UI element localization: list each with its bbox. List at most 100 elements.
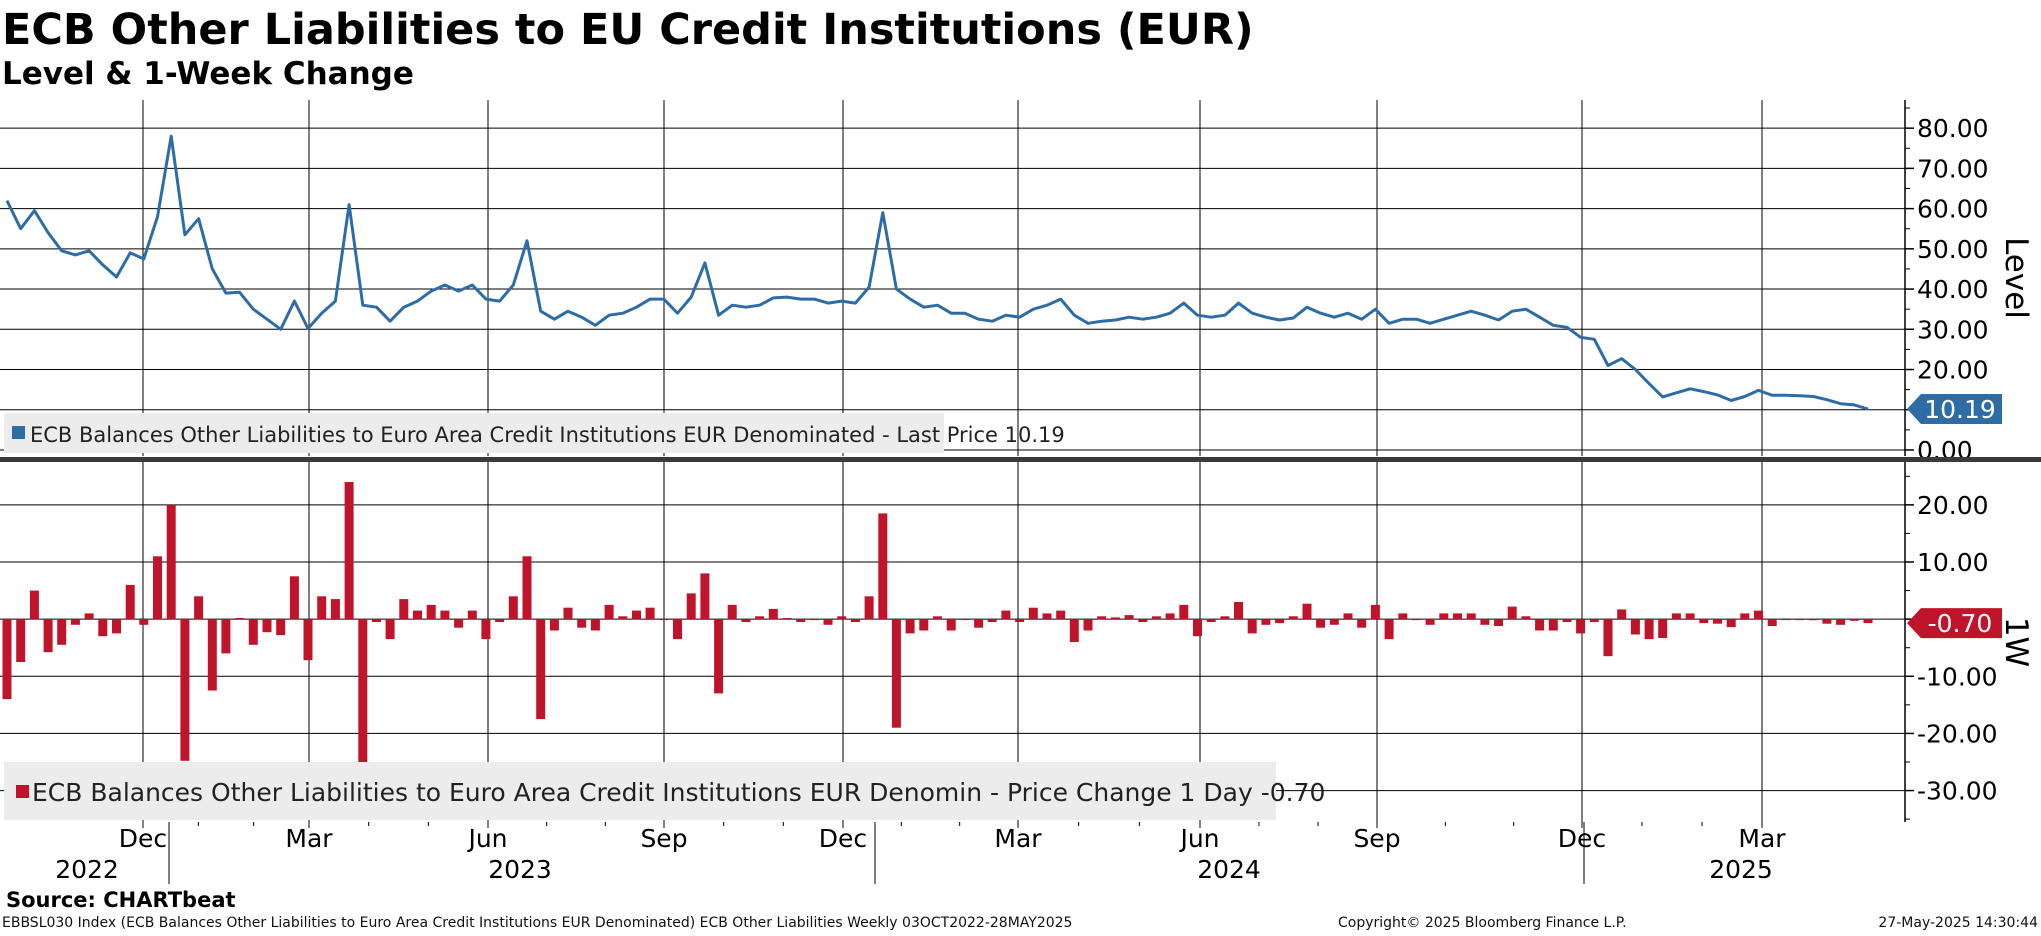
bar-change [1671, 613, 1681, 620]
bar-change [248, 619, 258, 645]
bar-change [714, 619, 724, 694]
bar-change [385, 619, 395, 640]
bar-change [1822, 619, 1832, 624]
bar-change [933, 616, 942, 620]
bar-change [1507, 606, 1517, 620]
bar-change [686, 593, 696, 620]
bar-change [700, 573, 710, 620]
bar-change [823, 619, 833, 625]
bar-change [1302, 603, 1312, 620]
y-tick-label-change: -30.00 [1917, 777, 1998, 806]
bar-change [1480, 619, 1490, 625]
chart-title: ECB Other Liabilities to EU Credit Insti… [2, 5, 1254, 55]
bar-change [1247, 619, 1257, 634]
bar-change [1083, 619, 1093, 631]
series-line-level [5, 134, 1869, 411]
bar-change [878, 513, 888, 620]
last-value-label-change: -0.70 [1928, 609, 1993, 638]
footer-timestamp: 27-May-2025 14:30:44 [1878, 915, 2038, 931]
panel-separator [0, 457, 2041, 462]
bar-change [153, 556, 162, 620]
bar-change [2, 619, 12, 700]
bar-change [1863, 619, 1873, 624]
bar-change [454, 619, 464, 628]
bar-change [1165, 613, 1175, 620]
bar-change [112, 619, 121, 634]
bar-change [1275, 619, 1285, 624]
legend-level-swatch [12, 426, 25, 439]
bar-change [536, 619, 546, 720]
bar-change [796, 619, 806, 622]
y-tick-label-change: -10.00 [1917, 662, 1998, 691]
bar-change [563, 607, 573, 620]
bar-change [864, 596, 874, 620]
bar-change [1562, 619, 1572, 622]
x-tick-label: Dec [119, 824, 167, 853]
bar-change [1548, 619, 1558, 631]
bar-change [577, 619, 587, 628]
x-tick-label: Sep [1353, 824, 1400, 853]
bar-change [974, 619, 984, 628]
x-tick-label: Mar [994, 824, 1042, 853]
chart-subtitle: Level & 1-Week Change [2, 56, 414, 92]
bar-change [809, 619, 819, 621]
y-tick-label-change: 10.00 [1917, 548, 1989, 577]
bar-change [330, 599, 340, 620]
bar-change [481, 619, 491, 640]
x-year-label: 2024 [1197, 855, 1261, 884]
bar-change [1357, 619, 1367, 628]
last-value-label-level: 10.19 [1924, 395, 1996, 424]
bar-change [1398, 613, 1408, 620]
x-year-label: 2023 [488, 855, 552, 884]
bar-change [1658, 619, 1668, 638]
bar-change [673, 619, 682, 640]
bar-change [1754, 610, 1763, 620]
bar-change [1110, 617, 1120, 620]
bar-change [1535, 619, 1545, 631]
bar-change [1603, 619, 1613, 657]
bar-change [1384, 619, 1394, 640]
bar-change [344, 482, 354, 620]
legend-level-box [4, 413, 944, 453]
x-year-label: 2025 [1709, 855, 1773, 884]
bar-change [495, 619, 505, 622]
bar-change [358, 619, 368, 762]
x-tick-label: Jun [1178, 824, 1219, 853]
y-tick-label-change: 20.00 [1917, 491, 1989, 520]
bar-change [1726, 619, 1736, 628]
bar-change [1685, 613, 1695, 620]
y-axis-title-level: Level [1998, 237, 2034, 319]
bar-change [194, 596, 204, 620]
bar-change [1028, 607, 1038, 620]
bar-change [139, 619, 149, 625]
bar-change [440, 610, 450, 620]
legend-change-label: ECB Balances Other Liabilities to Euro A… [32, 778, 1325, 807]
bar-change [549, 619, 559, 631]
bar-change [207, 619, 217, 691]
bar-change [1015, 619, 1025, 622]
bar-change [1699, 619, 1709, 624]
bar-change [399, 599, 409, 620]
bar-change [1151, 616, 1161, 620]
bar-change [303, 619, 313, 661]
bar-change [125, 584, 135, 620]
bar-change [850, 619, 860, 622]
bar-change [57, 619, 67, 645]
bar-change [768, 608, 778, 620]
bar-change [1288, 616, 1298, 620]
bar-change [618, 616, 628, 620]
y-axis-title-change: 1W [1998, 617, 2034, 667]
legend-change-box [4, 762, 1276, 820]
y-tick-label-change: -20.00 [1917, 719, 1998, 748]
x-tick-label: Mar [285, 824, 333, 853]
bar-change [508, 596, 518, 620]
bar-change [235, 618, 245, 620]
bar-change [1494, 619, 1503, 626]
bar-change [1097, 616, 1107, 620]
x-tick-label: Dec [819, 824, 867, 853]
bar-change [1425, 619, 1435, 625]
bar-change [221, 619, 231, 654]
bar-change [467, 610, 477, 620]
bar-change [1617, 609, 1627, 620]
